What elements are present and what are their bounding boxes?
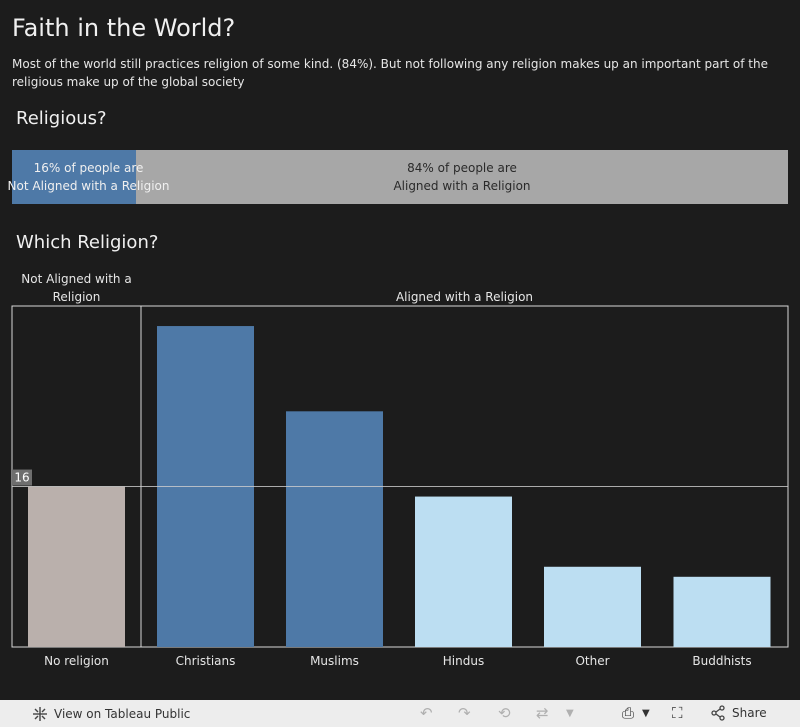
download-chevron-icon[interactable]: ▼ [642, 708, 650, 719]
page-title: Faith in the World? [12, 14, 236, 42]
tableau-logo-icon [33, 707, 47, 721]
share-label: Share [732, 706, 767, 720]
x-tick-label-christians: Christians [176, 654, 236, 668]
download-icon[interactable]: ⎙ [622, 704, 635, 722]
not-aligned-segment[interactable] [12, 150, 136, 204]
reference-label-box [12, 469, 32, 486]
which-religion-chart: No religion Christians Muslims Hindus Other B… [11, 305, 789, 668]
plot-frame [11, 305, 789, 648]
x-tick-label-other: Other [575, 654, 609, 668]
bar-muslims[interactable] [286, 411, 383, 647]
fullscreen-icon[interactable]: ⛶ [672, 704, 683, 722]
reference-label: 16 [14, 471, 29, 485]
aligned-line2: Aligned with a Religion [393, 179, 531, 193]
bar-hindus[interactable] [415, 496, 512, 647]
revert-icon[interactable]: ⟲ [498, 704, 511, 722]
view-on-tableau-link[interactable]: View on Tableau Public [32, 706, 190, 722]
share-button[interactable]: Share [710, 705, 767, 721]
view-on-tableau-label: View on Tableau Public [54, 707, 191, 721]
not-aligned-label: 16% of people are Not Aligned with a Rel… [8, 150, 170, 204]
undo-icon[interactable]: ↶ [420, 704, 433, 722]
not-aligned-line2: Not Aligned with a Religion [7, 179, 170, 193]
redo-icon[interactable]: ↷ [458, 704, 471, 722]
bar-no-religion[interactable] [28, 486, 125, 647]
chevron-down-icon[interactable]: ▼ [566, 708, 574, 719]
religious-stacked-bar: 16% of people are Not Aligned with a Rel… [8, 150, 788, 204]
page-subtitle: Most of the world still practices religi… [12, 57, 768, 89]
x-tick-label-buddhists: Buddhists [692, 654, 751, 668]
not-aligned-line1: 16% of people are [33, 161, 144, 175]
bar-buddhists[interactable] [673, 576, 771, 647]
bar-other[interactable] [544, 566, 641, 647]
x-tick-label-muslims: Muslims [310, 654, 359, 668]
religious-section-title: Religious? [16, 108, 107, 129]
x-tick-label-hindus: Hindus [443, 654, 484, 668]
aligned-label: 84% of people are Aligned with a Religio… [136, 150, 788, 204]
group-header-aligned: Aligned with a Religion [395, 290, 534, 304]
group-header-not-aligned: Not Aligned with a Religion [21, 272, 132, 304]
aligned-line1: 84% of people are [407, 161, 517, 175]
refresh-icon[interactable]: ⇄ [536, 704, 549, 722]
share-icon [711, 705, 725, 721]
x-tick-label-no-religion: No religion [44, 654, 109, 668]
footer-toolbar: View on Tableau Public ↶ ↷ ⟲ ⇄ ▼ ⎙ ▼ ⛶ S… [0, 700, 800, 727]
which-section-title: Which Religion? [16, 232, 159, 253]
